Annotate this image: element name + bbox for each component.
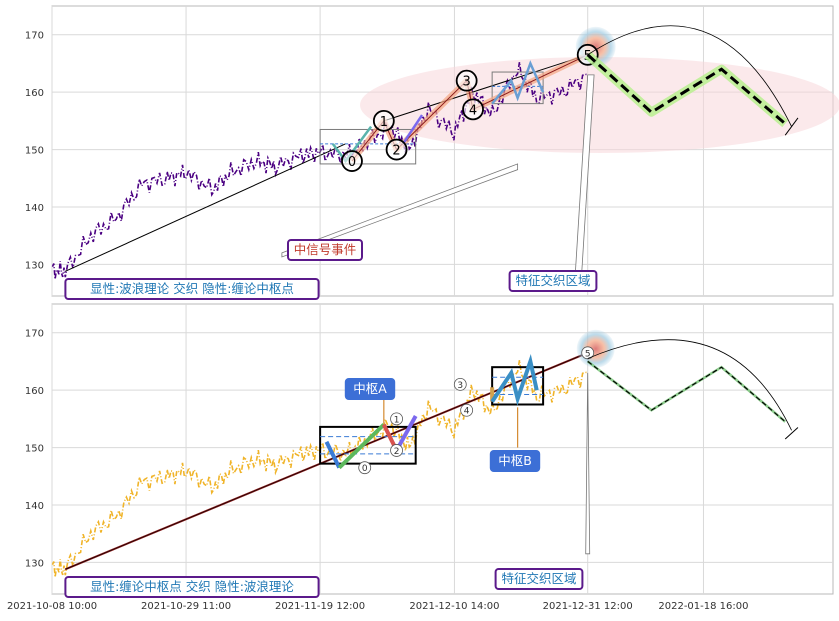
pivot-a-label-group: 中枢A — [344, 378, 396, 400]
y-tick-label: 140 — [25, 501, 44, 512]
signal-event-label: 中信号事件 — [294, 242, 357, 257]
sub-wave-segment — [401, 114, 424, 145]
wave-point-label: 0 — [362, 464, 368, 474]
bottom-panel-frame — [51, 303, 834, 595]
wave-point-label: 3 — [463, 75, 471, 90]
projection-path — [587, 360, 786, 423]
x-tick-label: 2021-12-10 14:00 — [409, 601, 499, 612]
y-tick-label: 160 — [25, 88, 44, 99]
top-panel-frame — [51, 5, 834, 297]
wave-point-label: 0 — [348, 155, 356, 170]
x-tick-label: 2021-12-31 12:00 — [543, 601, 633, 612]
projection-path — [586, 53, 787, 125]
wave-point-label: 4 — [464, 407, 470, 417]
bottom-caption-group: 显性:缠论中枢点 交织 隐性:波浪理论 — [64, 576, 320, 598]
top-caption: 显性:波浪理论 交织 隐性:缠论中枢点 — [90, 281, 294, 296]
wave-point-label: 5 — [585, 349, 591, 359]
y-tick-label: 140 — [25, 203, 44, 214]
zone-arrow — [585, 372, 591, 555]
forecast-arc — [587, 339, 792, 431]
arc-end-tick — [784, 117, 799, 136]
axis-ticks: 1301401501601701301401501601702021-10-08… — [7, 31, 749, 612]
wave-point-label: 4 — [469, 103, 477, 118]
top-zone-label: 特征交织区域 — [515, 273, 590, 288]
sub-wave-segment — [394, 415, 418, 452]
x-tick-label: 2021-10-08 10:00 — [7, 601, 97, 612]
wave-point-circle — [372, 109, 395, 132]
bottom-zone-label-box — [494, 568, 584, 590]
bottom-caption-box — [64, 576, 320, 598]
pivot-a-label-box — [344, 378, 396, 400]
top-caption-group: 显性:波浪理论 交织 隐性:缠论中枢点 — [64, 278, 320, 300]
bottom-caption: 显性:缠论中枢点 交织 隐性:波浪理论 — [90, 579, 294, 594]
top-zone-label-box — [508, 270, 598, 292]
y-tick-label: 150 — [25, 146, 44, 157]
wave-point-circle — [358, 461, 372, 475]
y-tick-label: 160 — [25, 386, 44, 397]
y-tick-label: 170 — [25, 31, 44, 42]
top-zone-label-group: 特征交织区域 — [508, 270, 598, 292]
y-tick-label: 130 — [25, 558, 44, 569]
wave-point-circle — [341, 150, 363, 172]
bottom-zone-label-group: 特征交织区域 — [494, 568, 584, 590]
wave-point-label: 2 — [394, 447, 400, 457]
bottom-zone-label: 特征交织区域 — [501, 571, 576, 586]
wave-point-circle — [455, 69, 478, 92]
pivot-a-label: 中枢A — [353, 381, 387, 396]
sub-wave-segment — [490, 354, 539, 406]
x-tick-label: 2021-11-19 12:00 — [275, 601, 365, 612]
sub-wave-segment — [324, 440, 342, 469]
wave-point-label: 1 — [380, 115, 388, 130]
wave-point-label: 2 — [392, 144, 400, 159]
arc-end-tick — [784, 427, 799, 440]
x-tick-label: 2022-01-18 16:00 — [658, 601, 748, 612]
wave-point-circle — [390, 412, 403, 426]
pivot-box — [491, 71, 544, 105]
wave-point-circle — [581, 346, 595, 360]
pivot-b-label-box — [489, 450, 541, 472]
wave-point-circle — [385, 138, 408, 161]
top-interweave-ellipse — [360, 57, 839, 153]
wave-point-label: 3 — [457, 381, 463, 391]
y-tick-label: 130 — [25, 260, 44, 271]
wave-point-label: 1 — [394, 415, 400, 425]
y-tick-label: 170 — [25, 329, 44, 340]
wave-point-circle — [453, 377, 467, 391]
peak-glow — [576, 329, 615, 368]
y-tick-label: 150 — [25, 444, 44, 455]
pivot-b-label-group: 中枢B — [489, 450, 541, 472]
sub-wave-segment — [491, 60, 545, 105]
top-caption-box — [64, 278, 320, 300]
signal-event-label-group: 中信号事件 — [287, 239, 363, 261]
wave-point-circle — [460, 403, 474, 417]
forecast-arc — [587, 25, 792, 127]
pivot-b-label: 中枢B — [498, 453, 532, 468]
wave-point-circle — [462, 98, 484, 121]
wave-point-circle — [390, 444, 403, 457]
trend-line — [65, 143, 346, 272]
sub-wave-segment — [337, 423, 386, 470]
signal-event-label-box — [287, 239, 363, 261]
signal-arrow — [281, 163, 519, 258]
x-tick-label: 2021-10-29 11:00 — [141, 601, 231, 612]
upper-trend-line — [383, 54, 588, 122]
